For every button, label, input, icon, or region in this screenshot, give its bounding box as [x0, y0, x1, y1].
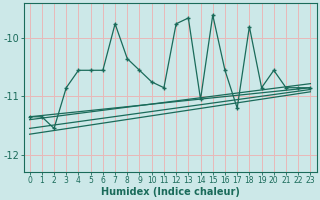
X-axis label: Humidex (Indice chaleur): Humidex (Indice chaleur) [100, 187, 239, 197]
